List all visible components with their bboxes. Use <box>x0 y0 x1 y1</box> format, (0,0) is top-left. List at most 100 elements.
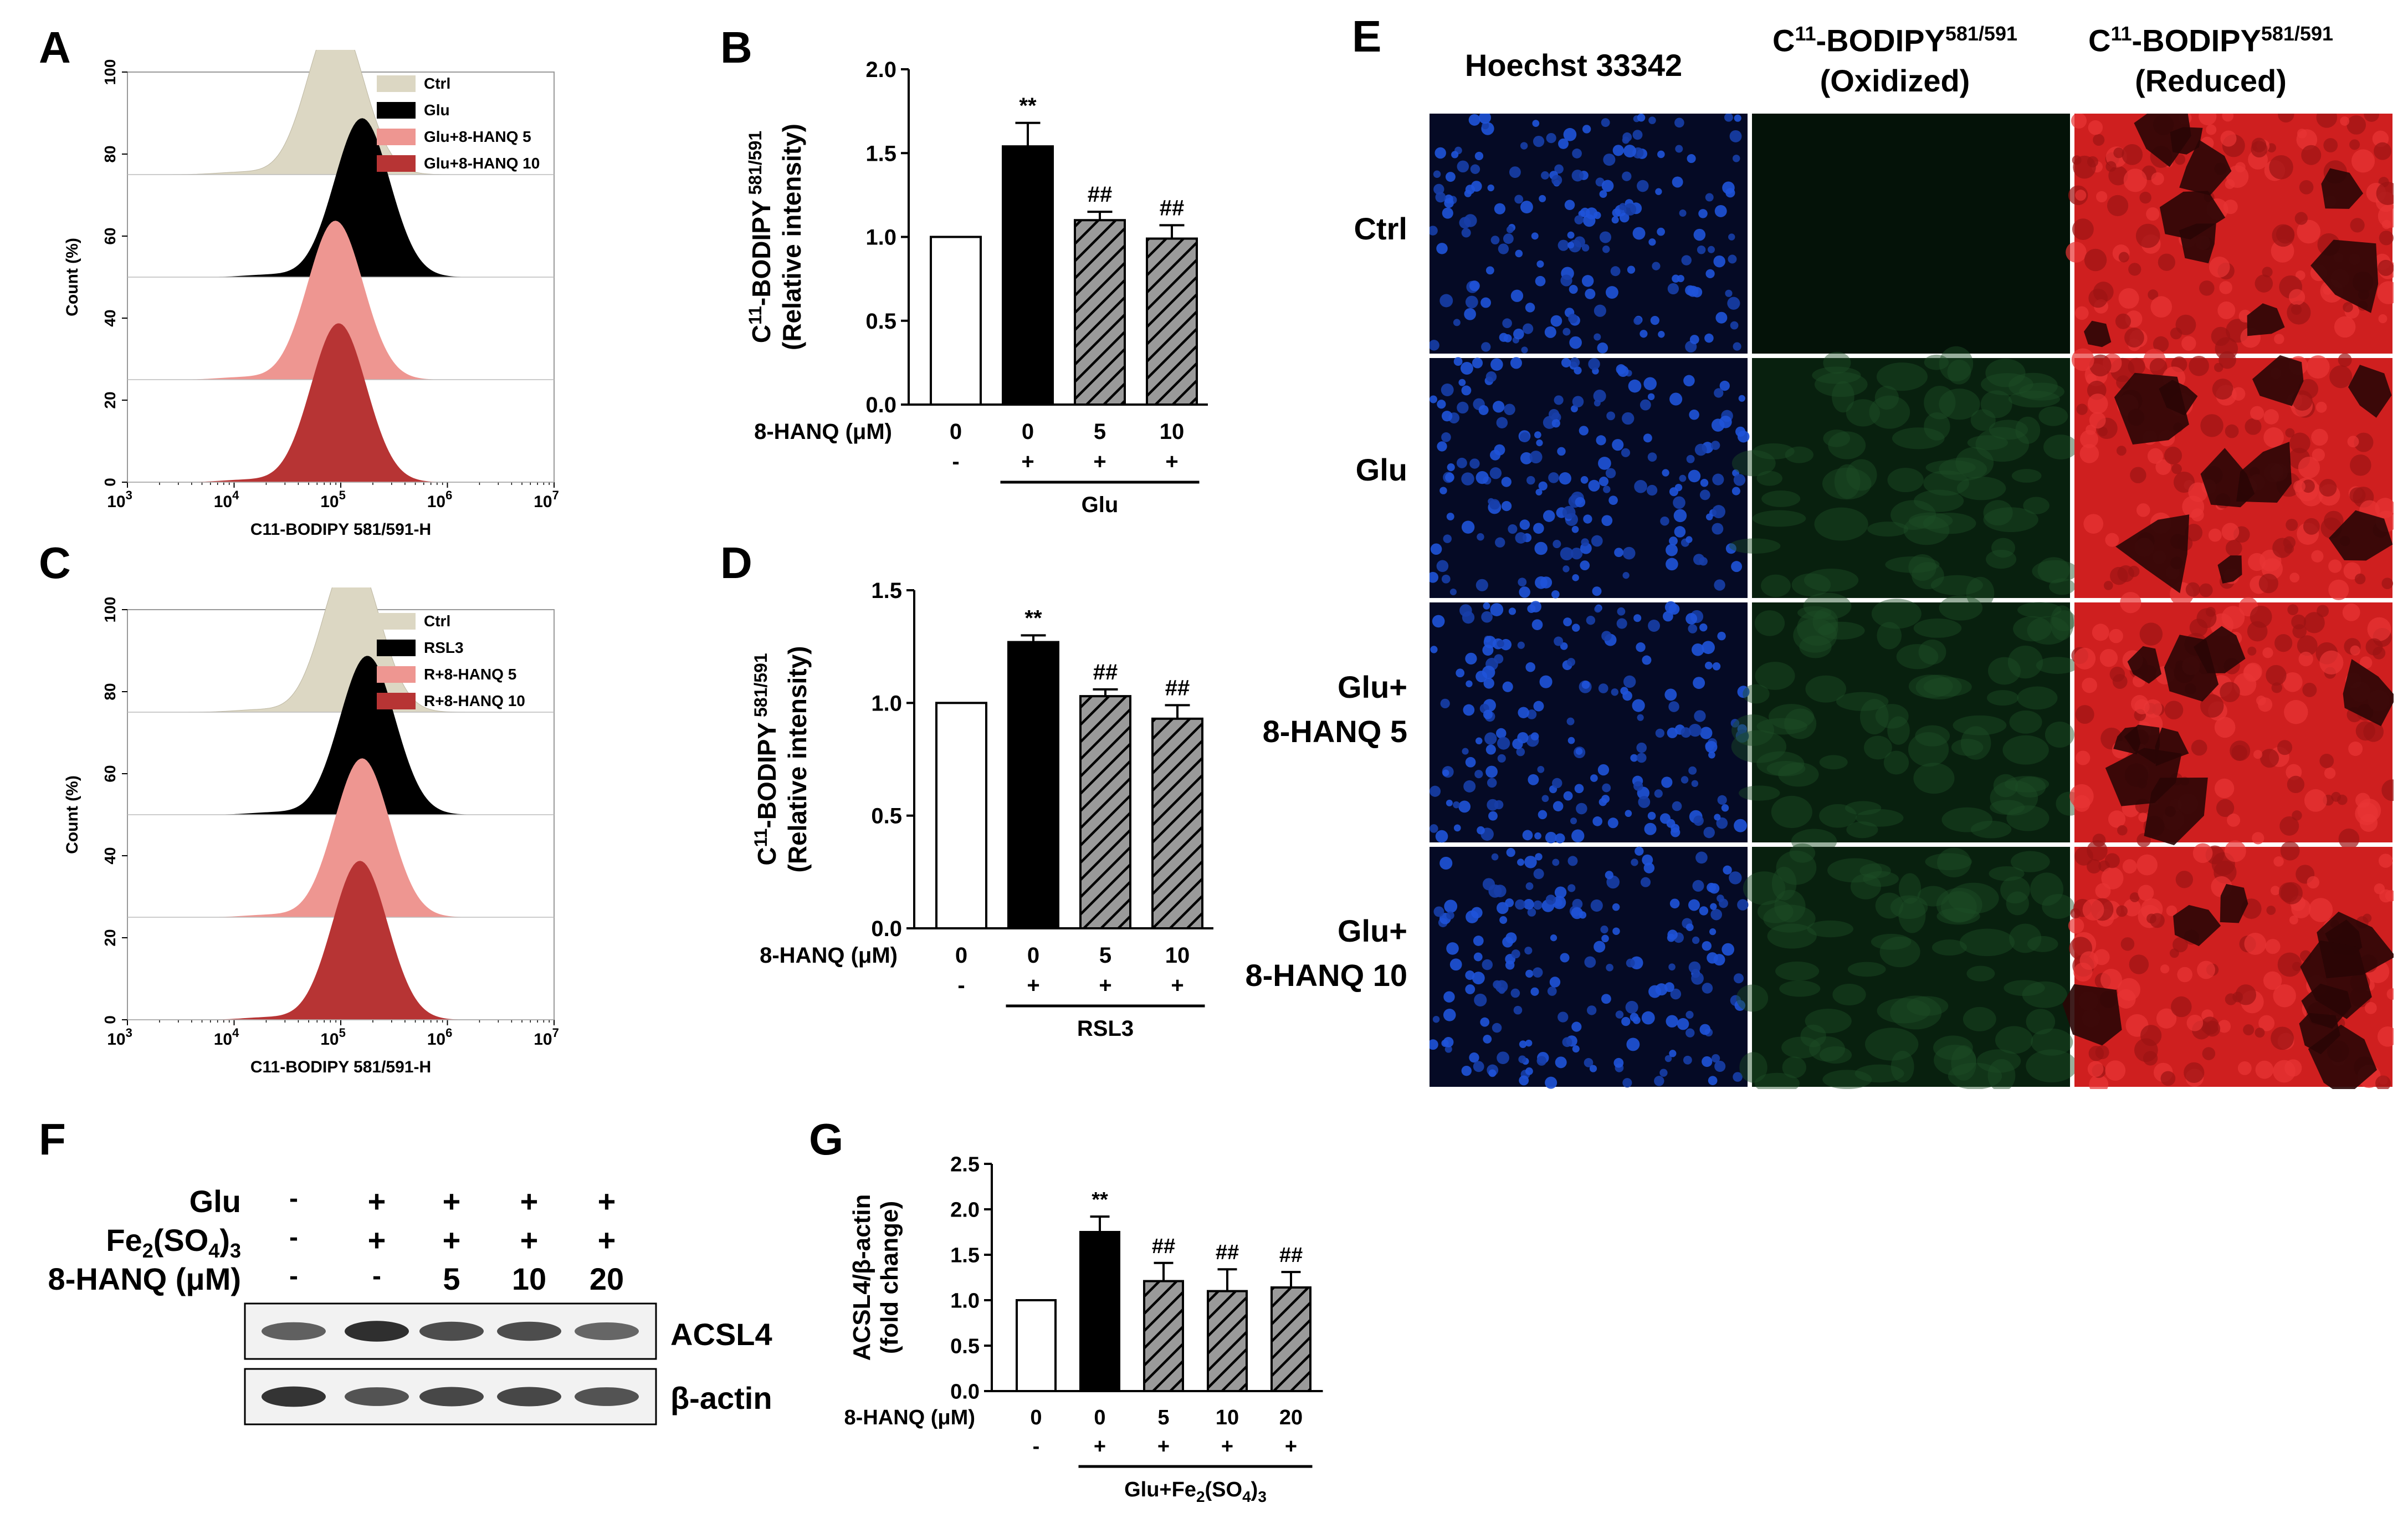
green-signal <box>1771 795 1812 829</box>
green-signal <box>1887 716 1910 745</box>
red-texture <box>2376 181 2394 205</box>
red-texture <box>2137 854 2158 876</box>
nucleus-spot <box>1487 799 1499 811</box>
y-tick-label: 1.0 <box>865 226 896 250</box>
nucleus-spot <box>1436 243 1448 254</box>
nucleus-spot <box>1503 233 1514 244</box>
green-signal <box>1757 900 1794 923</box>
red-texture <box>2101 867 2124 890</box>
nucleus-spot <box>1465 984 1475 994</box>
green-signal <box>1863 871 1899 887</box>
red-texture <box>2307 876 2319 889</box>
red-texture <box>2087 858 2102 874</box>
treatment-sign: - <box>952 449 959 474</box>
green-signal <box>1960 726 1991 760</box>
green-signal <box>1808 1036 1846 1062</box>
nucleus-spot <box>1432 615 1445 628</box>
nucleus-spot <box>1526 476 1535 485</box>
nucleus-spot <box>1502 318 1512 329</box>
treatment-sign: + <box>1165 449 1178 474</box>
nucleus-spot <box>1443 534 1452 543</box>
nucleus-spot <box>1688 899 1700 911</box>
green-signal <box>1918 639 1946 665</box>
nucleus-spot <box>1638 796 1651 808</box>
y-tick-label: 0 <box>101 1015 119 1024</box>
red-texture <box>2219 281 2232 294</box>
nucleus-spot <box>1576 803 1587 815</box>
nucleus-spot <box>1470 164 1480 174</box>
red-texture <box>2279 816 2299 836</box>
red-texture <box>2354 573 2366 585</box>
nucleus-spot <box>1588 479 1600 492</box>
nucleus-spot <box>1586 616 1596 625</box>
nucleus-spot <box>1685 612 1698 625</box>
nucleus-spot <box>1475 579 1488 591</box>
nucleus-spot <box>1599 231 1612 243</box>
red-texture <box>2070 908 2081 919</box>
nucleus-spot <box>1524 947 1533 955</box>
x-tick-label: 107 <box>534 1026 559 1049</box>
green-signal <box>2026 1049 2078 1082</box>
green-signal <box>2031 1028 2073 1056</box>
red-texture <box>2204 1020 2221 1037</box>
nucleus-spot <box>1480 1017 1490 1027</box>
nucleus-spot <box>1636 742 1647 753</box>
red-texture <box>2319 650 2344 674</box>
red-texture <box>2338 828 2360 850</box>
nucleus-spot <box>1707 246 1715 253</box>
green-signal <box>1896 644 1939 669</box>
red-texture <box>2113 147 2124 159</box>
nucleus-spot <box>1732 155 1740 162</box>
nucleus-spot <box>1461 385 1472 396</box>
red-texture <box>2116 446 2127 456</box>
nucleus-spot <box>1483 636 1497 648</box>
nucleus-spot <box>1700 478 1709 487</box>
nucleus-spot <box>1519 1040 1527 1048</box>
category-label: 0 <box>955 943 967 968</box>
nucleus-spot <box>1535 488 1543 496</box>
red-texture <box>2138 812 2148 822</box>
blot-row-label-hanq: 8-HANQ (μM) <box>48 1261 241 1296</box>
nucleus-spot <box>1489 467 1502 479</box>
green-signal <box>1939 389 1980 420</box>
nucleus-spot <box>1672 176 1683 188</box>
significance-label: ## <box>1216 1241 1239 1264</box>
band-label-actin: β-actin <box>670 1381 772 1415</box>
nucleus-spot <box>1436 560 1449 573</box>
red-texture <box>2315 401 2327 413</box>
nucleus-spot <box>1481 342 1491 352</box>
red-texture <box>2328 559 2342 573</box>
nucleus-spot <box>1707 882 1717 892</box>
nucleus-spot <box>1439 487 1447 494</box>
red-texture <box>2115 313 2131 329</box>
nucleus-spot <box>1612 145 1624 156</box>
nucleus-spot <box>1570 817 1577 825</box>
row-label: 8-HANQ (μM) <box>844 1406 975 1429</box>
red-texture <box>2100 969 2123 991</box>
nucleus-spot <box>1702 983 1713 994</box>
nucleus-spot <box>1477 826 1485 835</box>
green-signal <box>1925 853 1972 871</box>
nucleus-spot <box>1530 601 1541 613</box>
nucleus-spot <box>1632 227 1646 240</box>
y-tick-label: 100 <box>101 59 119 85</box>
nucleus-spot <box>1572 898 1583 909</box>
nucleus-spot <box>1693 554 1705 565</box>
nucleus-spot <box>1563 791 1573 801</box>
red-texture <box>2337 794 2348 805</box>
column-header-hoechst: Hoechst 33342 <box>1464 48 1683 83</box>
nucleus-spot <box>1460 362 1473 375</box>
blot-sign: + <box>597 1184 616 1219</box>
green-signal <box>1934 1044 1976 1076</box>
nucleus-spot <box>1513 328 1524 340</box>
nucleus-spot <box>1667 283 1679 295</box>
nucleus-spot <box>1518 577 1527 587</box>
green-signal <box>2042 894 2075 919</box>
red-texture <box>2378 259 2394 277</box>
nucleus-spot <box>1509 166 1521 178</box>
green-signal <box>2010 851 2050 872</box>
nucleus-spot <box>1534 541 1548 555</box>
nucleus-spot <box>1715 311 1728 324</box>
nucleus-spot <box>1445 472 1454 482</box>
nucleus-spot <box>1712 523 1724 535</box>
